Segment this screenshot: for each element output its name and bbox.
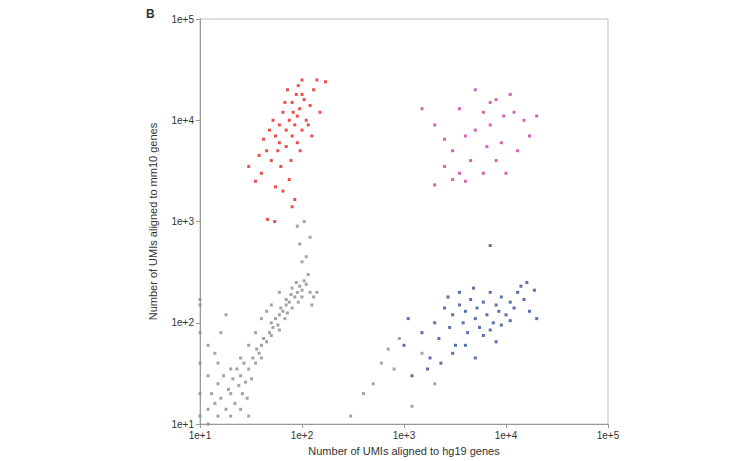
- svg-text:1e+1: 1e+1: [171, 419, 194, 430]
- svg-text:1e+4: 1e+4: [171, 115, 194, 126]
- svg-text:1e+4: 1e+4: [495, 430, 518, 441]
- svg-text:1e+3: 1e+3: [171, 216, 194, 227]
- svg-text:1e+1: 1e+1: [189, 430, 212, 441]
- svg-text:B: B: [146, 7, 155, 21]
- svg-text:Number of UMIs aligned to mm10: Number of UMIs aligned to mm10 genes: [147, 122, 159, 320]
- svg-text:1e+5: 1e+5: [171, 14, 194, 25]
- svg-text:1e+2: 1e+2: [291, 430, 314, 441]
- svg-text:Number of UMIs aligned to hg19: Number of UMIs aligned to hg19 genes: [308, 445, 500, 457]
- svg-text:1e+2: 1e+2: [171, 317, 194, 328]
- svg-text:1e+3: 1e+3: [393, 430, 416, 441]
- svg-text:1e+5: 1e+5: [597, 430, 620, 441]
